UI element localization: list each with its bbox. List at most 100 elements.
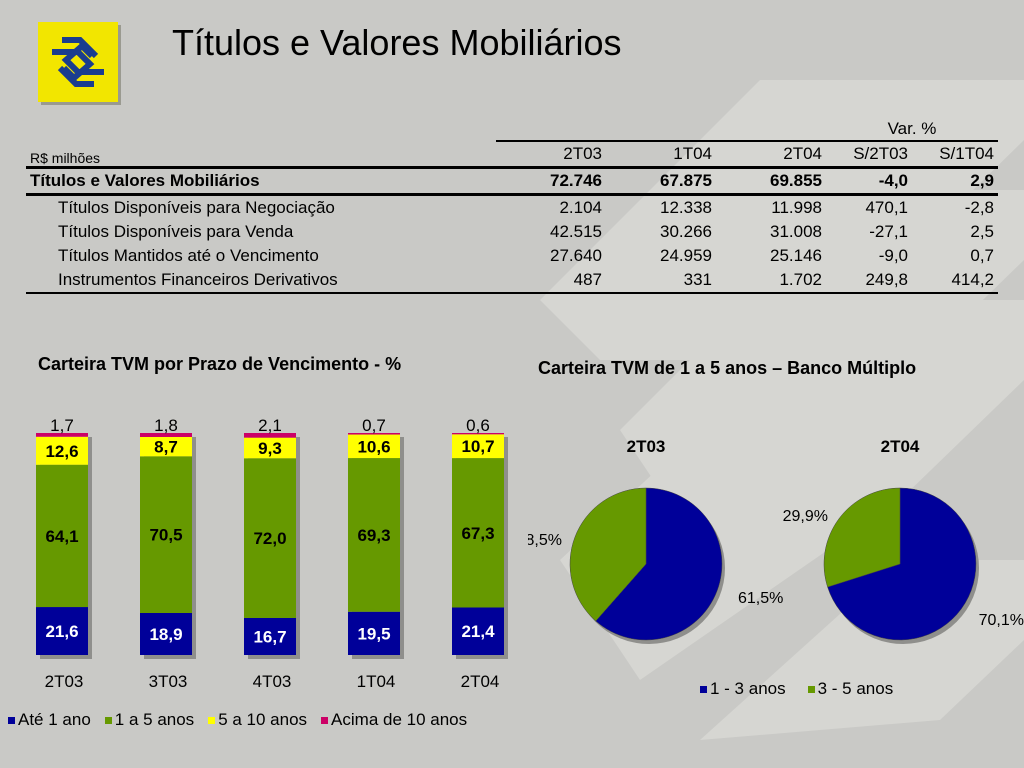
- legend-item: 5 a 10 anos: [204, 710, 307, 730]
- category-label: 4T03: [253, 672, 292, 691]
- table-cell: -2,8: [964, 198, 994, 217]
- row-label: Instrumentos Financeiros Derivativos: [26, 268, 496, 294]
- column-header: 1T04: [606, 140, 716, 168]
- table-cell: 2.104: [559, 198, 602, 217]
- bar-segment: [36, 607, 88, 655]
- data-label: 2,1: [258, 416, 282, 435]
- column-header: S/2T03: [853, 144, 908, 163]
- pie-title: 2T04: [881, 437, 920, 456]
- table-cell: 12.338: [660, 198, 712, 217]
- category-label: 2T03: [45, 672, 84, 691]
- bar-segment: [140, 613, 192, 655]
- bar-segment: [140, 437, 192, 457]
- table-cell: -9,0: [878, 246, 908, 265]
- unit-label: R$ milhões: [30, 150, 101, 166]
- bar-segment: [348, 611, 400, 655]
- bar-segment: [36, 433, 88, 437]
- data-label: 64,1: [45, 527, 78, 546]
- legend-label: Até 1 ano: [18, 710, 91, 729]
- table-cell: 25.146: [770, 246, 822, 265]
- legend-swatch: [807, 685, 815, 693]
- pie-charts: 2T03 61,5% 38,5% 2T04 70,1% 29,9%: [528, 437, 1024, 644]
- pie-slice: [823, 487, 901, 588]
- table-cell: 414,2: [912, 268, 998, 294]
- table-cell: 24.959: [660, 246, 712, 265]
- legend-swatch: [321, 716, 329, 724]
- row-label: Títulos Disponíveis para Negociação: [58, 198, 335, 217]
- bar-chart-title: Carteira TVM por Prazo de Vencimento - %: [38, 354, 402, 374]
- pie-slice: [595, 487, 723, 641]
- table-cell: 31.008: [770, 222, 822, 241]
- bar-chart-legend: Até 1 ano 1 a 5 anos 5 a 10 anos Acima de 1…: [4, 710, 477, 730]
- legend-swatch: [8, 716, 15, 724]
- legend-item: 3 - 5 anos: [804, 679, 893, 699]
- legend-swatch: [208, 716, 216, 724]
- table-cell: -27,1: [869, 222, 908, 241]
- table-cell: 2,9: [912, 166, 998, 196]
- data-label: 72,0: [253, 529, 286, 548]
- category-label: 3T03: [149, 672, 188, 691]
- data-label: 16,7: [253, 627, 286, 646]
- row-label: Títulos Mantidos até o Vencimento: [58, 246, 319, 265]
- legend-item: Acima de 10 anos: [317, 710, 467, 730]
- legend-item: 1 - 3 anos: [696, 679, 786, 699]
- table-cell: 249,8: [826, 268, 912, 294]
- bar-segment: [244, 458, 296, 618]
- bar-segment: [348, 434, 400, 459]
- data-label: 10,6: [357, 437, 390, 456]
- pie-chart-legend: 1 - 3 anos 3 - 5 anos: [696, 679, 911, 699]
- data-label: 0,6: [466, 416, 490, 435]
- table-row: Instrumentos Financeiros Derivativos 487…: [26, 268, 998, 294]
- pie-slice: [827, 487, 977, 641]
- category-label: 1T04: [357, 672, 396, 691]
- bar-segment: [140, 456, 192, 613]
- bar-segment: [244, 617, 296, 655]
- pie-chart-title: Carteira TVM de 1 a 5 anos – Banco Múlti…: [538, 358, 917, 378]
- pie-label: 61,5%: [738, 590, 783, 607]
- data-label: 70,5: [149, 526, 182, 545]
- bar-segment: [452, 458, 504, 608]
- pie-label: 70,1%: [979, 612, 1024, 629]
- bar-segment: [140, 433, 192, 437]
- category-label: 2T04: [461, 672, 500, 691]
- table-row: Títulos Disponíveis para Venda 42.515 30…: [26, 220, 998, 244]
- table-cell: 27.640: [550, 246, 602, 265]
- legend-item: Até 1 ano: [4, 710, 91, 730]
- table-cell: -4,0: [826, 166, 912, 196]
- pie-title: 2T03: [627, 437, 666, 456]
- bar-segment: [348, 433, 400, 435]
- page-title: Títulos e Valores Mobiliários: [172, 22, 622, 63]
- table-cell: 42.515: [550, 222, 602, 241]
- bar-segment: [36, 436, 88, 465]
- column-header: 2T04: [716, 140, 826, 168]
- table-cell: 2,5: [970, 222, 994, 241]
- table-cell: 69.855: [716, 166, 826, 196]
- bar-segment: [452, 433, 504, 435]
- var-group-header: Var. %: [826, 118, 998, 142]
- bank-logo: [38, 22, 118, 102]
- bar-segment: [36, 464, 88, 608]
- data-label: 21,6: [45, 622, 78, 641]
- pie-slice: [569, 487, 647, 622]
- total-row: Títulos e Valores Mobiliários 72.746 67.…: [26, 166, 998, 196]
- data-label: 18,9: [149, 625, 182, 644]
- data-label: 1,8: [154, 416, 178, 435]
- bar-segment: [452, 607, 504, 655]
- data-label: 12,6: [45, 442, 78, 461]
- table-cell: 470,1: [865, 198, 908, 217]
- legend-item: 1 a 5 anos: [101, 710, 194, 730]
- table-cell: 72.746: [496, 166, 606, 196]
- table-cell: 11.998: [771, 198, 822, 217]
- pie-label: 29,9%: [783, 508, 828, 525]
- data-label: 8,7: [154, 438, 178, 457]
- pie-label: 38,5%: [528, 532, 562, 549]
- tvm-table: Var. % R$ milhões 2T03 1T04 2T04 S/2T03 …: [26, 118, 998, 294]
- legend-label: 1 - 3 anos: [710, 679, 786, 698]
- bar-segment: [452, 434, 504, 459]
- data-label: 0,7: [362, 416, 386, 435]
- table-cell: 487: [496, 268, 606, 294]
- legend-swatch: [104, 716, 112, 724]
- data-label: 21,4: [461, 622, 495, 641]
- table-row: Títulos Mantidos até o Vencimento 27.640…: [26, 244, 998, 268]
- legend-swatch: [700, 685, 707, 693]
